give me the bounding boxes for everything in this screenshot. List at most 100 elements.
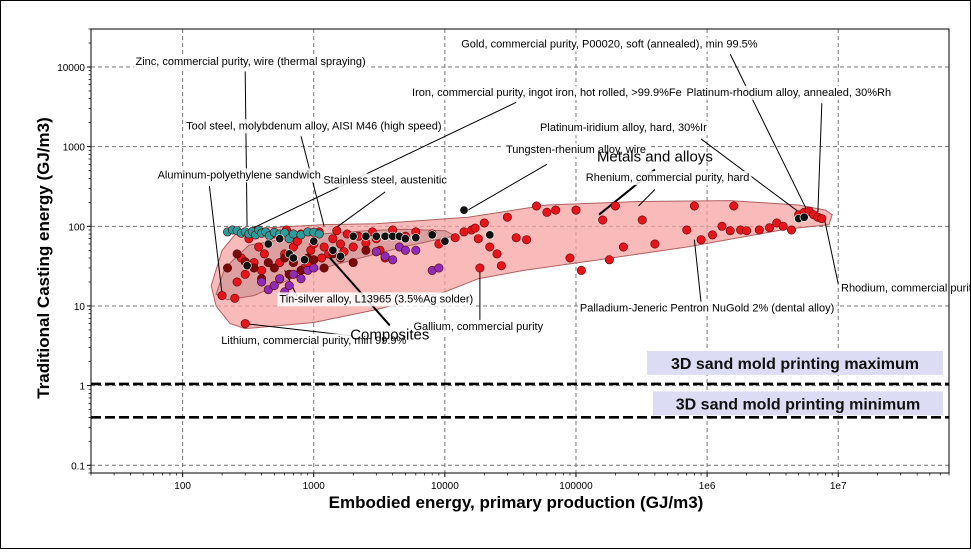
data-point [328, 245, 338, 255]
y-tick-label: 10 [74, 302, 86, 313]
annotation-label: Tool steel, molybdenum alloy, AISI M46 (… [186, 120, 441, 132]
annotation-label: Tungsten-rhenium alloy, wire [506, 144, 646, 156]
data-point [348, 231, 358, 241]
annotation-label: Iron, commercial purity, ingot iron, hot… [412, 87, 682, 99]
data-point [257, 277, 267, 287]
data-point [522, 235, 532, 245]
data-point [361, 245, 371, 255]
data-point [598, 215, 608, 225]
data-point [725, 226, 735, 236]
plot-border [90, 28, 950, 474]
data-point [309, 263, 319, 273]
reference-lines: 3D sand mold printing maximum 3D sand mol… [91, 350, 949, 419]
envelope-label: Composites [350, 326, 429, 343]
annotation-label: Palladium-Jeneric Pentron NuGold 2% (den… [580, 303, 834, 315]
data-point [242, 261, 252, 271]
data-point [388, 255, 398, 265]
data-point [400, 245, 410, 255]
data-point [778, 221, 788, 231]
annotation-bg [583, 171, 752, 186]
data-point [319, 263, 329, 273]
x-tick-label: 1e7 [830, 481, 847, 492]
data-point [817, 214, 827, 224]
data-point [296, 274, 306, 284]
annotation-label: Platinum-rhodium alloy, annealed, 30%Rh [686, 87, 891, 99]
data-point [380, 231, 390, 241]
x-tick-label: 10000 [431, 481, 459, 492]
annotation-pointer [817, 103, 823, 213]
data-points [217, 201, 827, 329]
annotation-bg [321, 173, 450, 188]
data-point [576, 265, 586, 275]
data-point [551, 205, 561, 215]
data-point [502, 212, 512, 222]
data-point [257, 265, 267, 275]
data-point [604, 255, 614, 265]
annotation-label: Tin-silver alloy, L13965 (3.5%Ag solder) [279, 293, 473, 305]
data-point [754, 225, 764, 235]
data-point [729, 201, 739, 211]
x-tick-label: 1e6 [699, 481, 716, 492]
data-point [361, 231, 371, 241]
data-point [475, 263, 485, 273]
annotation-bg [277, 292, 476, 307]
annotation-label: Stainless steel, austenitic [323, 175, 447, 187]
data-point [618, 242, 628, 252]
x-tick-label: 100 [174, 481, 191, 492]
annotation-pointer [729, 53, 810, 215]
annotation-pointer [332, 191, 386, 231]
data-point [275, 274, 285, 284]
annotation-bg [503, 143, 649, 158]
data-point [380, 251, 390, 261]
annotation-pointer [248, 101, 517, 231]
annotation-pointer [693, 239, 702, 303]
annotation-label: Gold, commercial purity, P00020, soft (a… [461, 39, 758, 51]
data-point [496, 261, 506, 271]
annotation-bg [219, 333, 409, 348]
annotation-label: Platinum-iridium alloy, hard, 30%Ir [540, 122, 707, 134]
annotation-label: Rhodium, commercial purity, hard [841, 283, 970, 295]
data-point [335, 239, 345, 249]
data-point [332, 226, 342, 236]
envelope-label: Metals and alloys [597, 149, 713, 166]
annotation-pointer [638, 189, 656, 207]
data-point [473, 234, 483, 244]
data-point [371, 231, 381, 241]
y-axis-label: Traditional Casting energy (GJ/m3) [34, 117, 53, 399]
data-point [263, 239, 273, 249]
annotation-pointer [467, 163, 548, 211]
data-point [682, 225, 692, 235]
data-point [348, 242, 358, 252]
data-point [269, 281, 279, 291]
annotation-bg [155, 168, 323, 183]
data-point [434, 263, 444, 273]
data-point [328, 234, 338, 244]
data-point [335, 251, 345, 261]
y-tick-label: 1 [79, 382, 85, 393]
annotation-label: Lithium, commercial purity, min 99.9% [221, 335, 406, 347]
envelope-pointer [325, 253, 391, 327]
data-point [440, 236, 450, 246]
data-point [511, 233, 521, 243]
axes: 100 1000 10000 100000 1e6 1e7 0.1 1 10 100 1000 100… [57, 28, 950, 492]
annotation-pointer [823, 217, 839, 284]
annotation-pointer [208, 186, 223, 295]
data-point [309, 236, 319, 246]
annotation-label: Zinc, commercial purity, wire (thermal s… [135, 56, 365, 68]
data-point [707, 230, 717, 240]
annotation-bg [184, 119, 444, 134]
data-point [427, 230, 437, 240]
y-tick-label: 0.1 [71, 461, 85, 472]
y-tick-label: 1000 [63, 143, 86, 154]
annotation-bg [459, 37, 760, 52]
data-point [232, 249, 242, 259]
annotation-bg [133, 55, 368, 69]
data-point [288, 269, 298, 279]
data-point [230, 293, 240, 303]
data-point [232, 277, 242, 287]
data-point [299, 255, 309, 265]
data-point [542, 207, 552, 217]
annotation-bg [411, 319, 546, 334]
